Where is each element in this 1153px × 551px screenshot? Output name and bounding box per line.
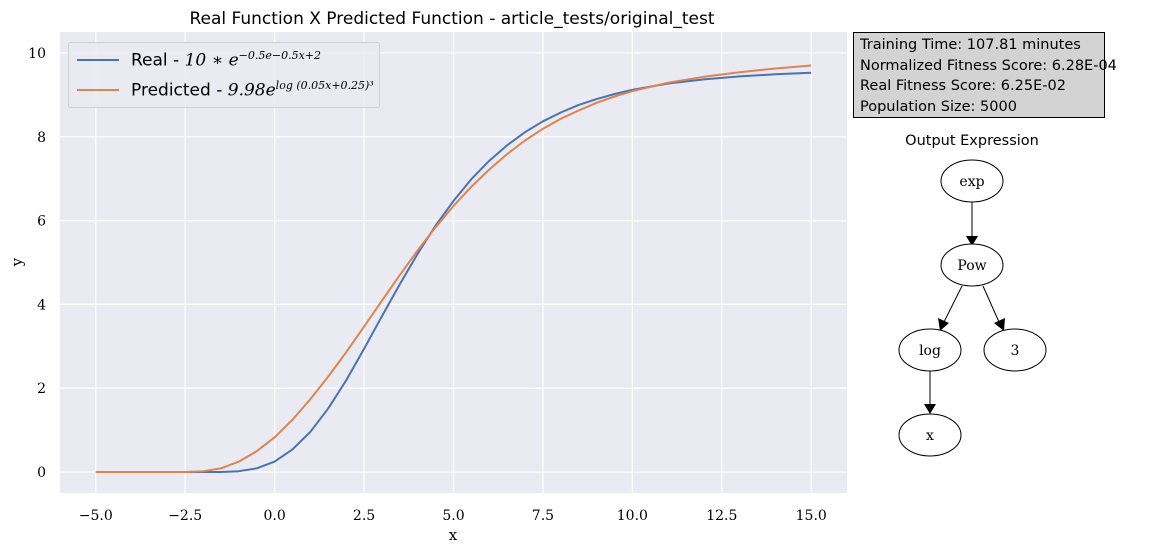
y-tick-label: 10	[28, 46, 46, 62]
tree-node-pow	[940, 243, 1004, 287]
legend-item-real: Real - 10 ∗ e−0.5e−0.5x+2	[77, 47, 321, 73]
expression-tree: exp Pow log 3 x	[898, 159, 1047, 457]
x-tick-label: 7.5	[532, 508, 554, 524]
tree-arrow-log-x	[924, 404, 936, 414]
tree-edge-pow-log	[943, 285, 963, 323]
x-tick-label: 5.0	[442, 508, 464, 524]
legend-label-predicted: Predicted - 9.98elog (0.05x+0.25)³	[131, 79, 374, 101]
output-expression-title: Output Expression	[905, 133, 1039, 149]
legend-swatch-predicted	[77, 89, 119, 91]
y-tick-label: 4	[37, 297, 46, 313]
y-tick-label: 8	[37, 130, 46, 146]
y-tick-label: 0	[37, 465, 46, 481]
legend-item-predicted: Predicted - 9.98elog (0.05x+0.25)³	[77, 77, 374, 103]
tree-node-x	[898, 413, 962, 457]
tree-node-three	[983, 328, 1047, 372]
x-tick-label: −5.0	[79, 508, 113, 524]
legend: Real - 10 ∗ e−0.5e−0.5x+2 Predicted - 9.…	[68, 42, 380, 108]
tree-edge-pow-three	[982, 285, 1000, 323]
tree-node-exp	[940, 159, 1004, 203]
y-tick-label: 6	[37, 214, 46, 230]
x-tick-label: 2.5	[353, 508, 375, 524]
tree-arrow-exp-pow	[966, 236, 978, 246]
tree-arrow-pow-log	[938, 318, 949, 331]
tick-layer: −5.0 −2.5 0.0 2.5 5.0 7.5 10.0 12.5 15.0 0 2 4 6 8 10	[28, 46, 827, 524]
x-tick-label: −2.5	[168, 508, 202, 524]
x-tick-label: 0.0	[264, 508, 286, 524]
y-axis-label: y	[8, 257, 26, 267]
grid-layer	[60, 32, 847, 493]
population-size-text: Population Size: 5000	[860, 98, 1017, 115]
x-tick-label: 10.0	[617, 508, 648, 524]
training-info-box: Training Time: 107.81 minutes Normalized…	[853, 32, 1117, 118]
tree-node-three-label: 3	[1011, 343, 1020, 359]
normalized-fitness-text: Normalized Fitness Score: 6.28E-04	[860, 57, 1117, 74]
x-axis-label: x	[449, 526, 458, 544]
series-line-predicted	[95, 64, 812, 473]
tree-node-pow-label: Pow	[957, 258, 986, 274]
x-tick-label: 15.0	[796, 508, 827, 524]
tree-node-log-label: log	[919, 343, 941, 359]
tree-node-log	[898, 328, 962, 372]
real-fitness-text: Real Fitness Score: 6.25E-02	[860, 78, 1066, 94]
tree-arrow-pow-three	[994, 318, 1005, 331]
tree-node-exp-label: exp	[959, 174, 984, 190]
y-tick-label: 2	[37, 381, 46, 397]
series-layer	[95, 64, 812, 473]
tree-node-x-label: x	[926, 428, 934, 444]
training-time-text: Training Time: 107.81 minutes	[860, 37, 1081, 53]
legend-swatch-real	[77, 59, 119, 61]
chart-title: Real Function X Predicted Function - art…	[189, 9, 714, 29]
legend-label-real: Real - 10 ∗ e−0.5e−0.5x+2	[131, 49, 322, 71]
x-tick-label: 12.5	[706, 508, 737, 524]
